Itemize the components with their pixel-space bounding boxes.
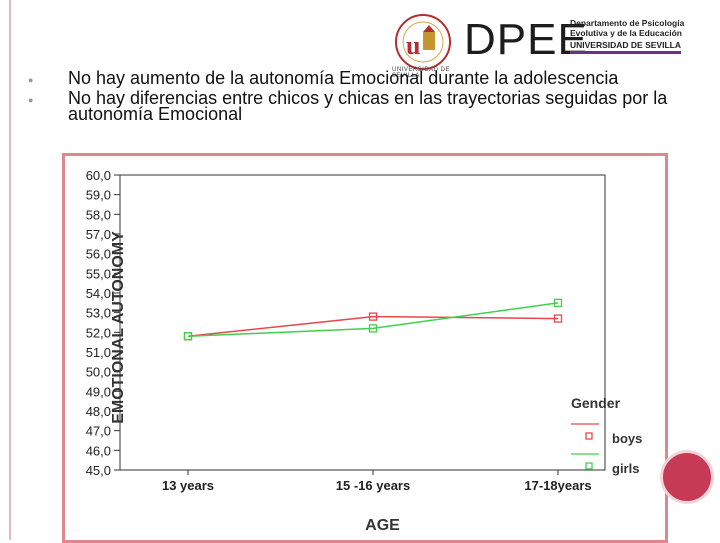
legend-label-girls: girls xyxy=(612,461,639,476)
left-decorative-rule xyxy=(9,0,11,540)
university-seal-icon: u xyxy=(395,14,451,70)
y-tick-label: 59,0 xyxy=(86,188,111,203)
line-chart: 45,0 46,0 47,0 48,0 49,0 50,0 51,0 52,0 53,0 54,0… xyxy=(86,168,643,534)
bullet-list: ● No hay aumento de la autonomía Emociona… xyxy=(18,68,708,126)
data-point-boys xyxy=(553,314,563,323)
data-point-girls xyxy=(553,298,563,307)
chart-frame: 45,0 46,0 47,0 48,0 49,0 50,0 51,0 52,0 53,0 54,0… xyxy=(62,153,668,543)
seal-caption: UNIVERSIDAD DE SEVILLA xyxy=(392,67,451,79)
y-tick-label: 58,0 xyxy=(86,207,111,222)
bullet-dot-icon: ● xyxy=(28,75,34,85)
x-tick-label: 13 years xyxy=(162,478,214,493)
y-tick-label: 51,0 xyxy=(86,345,111,360)
data-point-girls xyxy=(368,324,378,333)
y-tick-label: 55,0 xyxy=(86,266,111,281)
legend-title: Gender xyxy=(571,395,621,411)
y-tick-label: 48,0 xyxy=(86,404,111,419)
bullet-item: ● No hay diferencias entre chicos y chica… xyxy=(18,88,708,124)
x-tick-label: 15 -16 years xyxy=(336,478,410,493)
y-tick-label: 46,0 xyxy=(86,443,111,458)
y-tick-label: 57,0 xyxy=(86,227,111,242)
y-tick-label: 50,0 xyxy=(86,365,111,380)
department-name: Departamento de Psicología Evolutiva y d… xyxy=(570,18,684,54)
bullet-item: ● No hay aumento de la autonomía Emociona… xyxy=(18,68,708,88)
y-axis-label: EMOTIONAL AUTONOMY xyxy=(110,231,127,424)
dept-line-1: Departamento de Psicología xyxy=(570,18,685,28)
x-axis-label: AGE xyxy=(365,517,400,534)
y-tick-label: 49,0 xyxy=(86,384,111,399)
series-line-girls xyxy=(187,302,559,338)
bullet-text: No hay aumento de la autonomía Emocional… xyxy=(68,68,619,88)
y-tick-label: 54,0 xyxy=(86,286,111,301)
legend-marker-boys xyxy=(585,432,593,440)
data-point-girls xyxy=(183,332,193,341)
y-tick-label: 52,0 xyxy=(86,325,111,340)
bullet-dot-icon: ● xyxy=(28,95,34,105)
data-point-boys xyxy=(368,312,378,321)
header-logo: u UNIVERSIDAD DE SEVILLA DPEE Departamen… xyxy=(392,12,692,79)
y-tick-label: 45,0 xyxy=(86,463,111,478)
series-line-boys xyxy=(187,315,559,338)
plot-area xyxy=(119,174,606,471)
svg-text:u: u xyxy=(406,31,420,60)
y-tick-label: 56,0 xyxy=(86,247,111,262)
y-tick-label: 47,0 xyxy=(86,424,111,439)
bullet-text: No hay diferencias entre chicos y chicas… xyxy=(68,88,668,124)
dept-line-3: UNIVERSIDAD DE SEVILLA xyxy=(570,40,681,54)
y-tick-label: 60,0 xyxy=(86,168,111,183)
decorative-circle xyxy=(660,450,714,504)
brand-title: DPEE xyxy=(464,15,588,64)
legend-label-boys: boys xyxy=(612,431,642,446)
dept-line-2: Evolutiva y de la Educación xyxy=(570,28,682,38)
x-tick-label: 17-18years xyxy=(524,478,591,493)
legend-marker-girls xyxy=(585,462,593,470)
y-tick-label: 53,0 xyxy=(86,306,111,321)
